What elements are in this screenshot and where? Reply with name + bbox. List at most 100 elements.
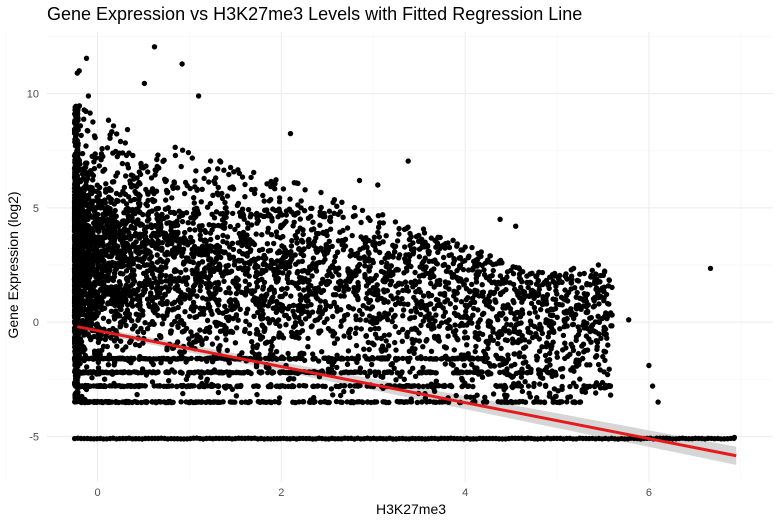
data-point — [121, 184, 128, 191]
data-point — [292, 232, 298, 239]
data-point — [136, 235, 143, 241]
data-point — [471, 305, 477, 312]
data-point — [236, 258, 243, 264]
data-point — [579, 388, 585, 395]
data-point — [149, 297, 155, 304]
data-point — [609, 312, 615, 318]
data-point — [193, 168, 199, 174]
data-point — [526, 339, 532, 345]
data-point — [103, 264, 109, 270]
data-point — [217, 158, 223, 164]
data-point — [367, 319, 374, 325]
data-point — [297, 330, 303, 336]
data-point — [212, 319, 218, 326]
data-point — [609, 284, 615, 291]
data-point — [113, 308, 119, 314]
data-point — [564, 399, 570, 405]
data-point — [191, 195, 197, 201]
data-point — [117, 138, 124, 145]
data-point — [202, 247, 208, 253]
data-point — [94, 241, 101, 248]
data-point — [519, 388, 526, 395]
data-point — [86, 195, 92, 202]
data-point — [223, 263, 229, 269]
data-point — [253, 212, 259, 218]
data-point — [124, 161, 131, 168]
data-point — [171, 179, 177, 185]
data-point — [162, 251, 168, 257]
data-point — [192, 314, 198, 320]
data-point — [92, 209, 98, 216]
data-point — [260, 261, 266, 267]
data-point — [249, 349, 255, 355]
data-point — [345, 266, 351, 272]
data-point — [432, 237, 438, 243]
data-point — [480, 293, 486, 299]
data-point — [145, 191, 151, 197]
data-point — [356, 261, 363, 268]
data-point — [169, 240, 175, 247]
data-point — [176, 208, 182, 214]
data-point — [181, 349, 187, 355]
data-point — [334, 336, 341, 342]
data-point — [573, 302, 580, 309]
data-point — [183, 267, 189, 273]
data-point — [179, 218, 186, 225]
data-point — [204, 243, 210, 249]
data-point — [204, 204, 211, 210]
data-point — [498, 345, 504, 352]
data-point — [386, 332, 392, 338]
data-point — [420, 318, 426, 324]
data-point — [259, 307, 265, 314]
data-point — [403, 287, 409, 293]
data-point — [149, 224, 155, 230]
data-point — [404, 268, 410, 274]
data-point — [146, 209, 153, 215]
data-point — [431, 388, 438, 395]
data-point — [171, 209, 177, 216]
data-point — [213, 255, 219, 262]
data-point — [224, 347, 230, 354]
data-point — [286, 270, 292, 276]
data-point — [82, 225, 88, 231]
data-point — [155, 267, 162, 273]
data-point — [408, 308, 414, 314]
data-point — [293, 261, 299, 267]
data-point — [194, 293, 200, 299]
data-point — [363, 317, 369, 323]
data-point — [117, 324, 123, 330]
data-point — [100, 225, 106, 231]
data-point — [457, 254, 464, 261]
data-point — [105, 117, 112, 123]
data-point — [294, 240, 300, 246]
data-point — [235, 222, 241, 229]
data-point — [213, 209, 220, 215]
data-point — [110, 235, 117, 241]
data-point — [488, 363, 494, 369]
data-point — [96, 294, 102, 300]
data-point — [262, 340, 269, 346]
data-point — [102, 200, 109, 206]
data-point — [578, 306, 584, 312]
data-point — [152, 172, 158, 178]
data-point — [446, 244, 453, 251]
data-point — [420, 364, 426, 371]
data-point — [308, 283, 314, 289]
data-point — [127, 264, 133, 270]
data-point — [178, 269, 184, 276]
data-point — [601, 327, 607, 334]
data-point — [94, 247, 100, 254]
data-point — [207, 158, 214, 164]
data-point — [79, 247, 85, 253]
data-point — [554, 354, 560, 360]
data-point — [330, 328, 336, 335]
data-point — [90, 172, 97, 179]
data-point — [148, 253, 155, 260]
data-point — [486, 318, 492, 324]
data-point — [120, 198, 127, 204]
data-point — [313, 264, 319, 270]
data-point — [214, 234, 221, 240]
data-point — [301, 287, 307, 293]
data-point — [445, 264, 451, 270]
data-point — [479, 331, 486, 338]
